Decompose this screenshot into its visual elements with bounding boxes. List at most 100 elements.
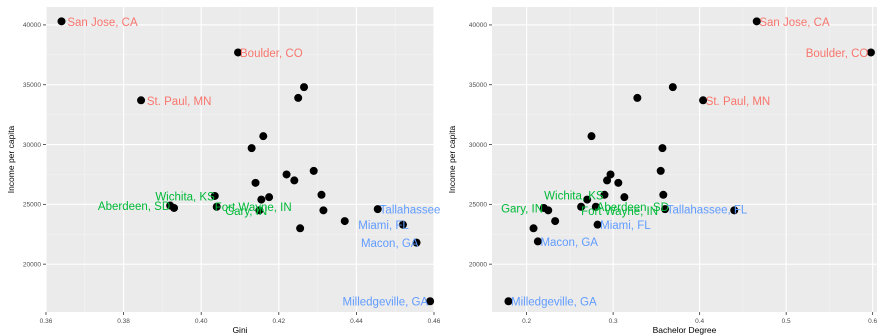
y-tick-label: 20000 xyxy=(23,261,41,268)
data-point xyxy=(210,191,219,200)
data-point xyxy=(544,206,553,215)
city-label: Boulder, CO xyxy=(240,48,303,60)
data-point xyxy=(614,178,623,187)
y-tick-label: 40000 xyxy=(469,22,487,29)
y-tick-label: 25000 xyxy=(23,202,41,209)
data-point xyxy=(551,217,560,226)
data-point xyxy=(309,166,318,175)
x-tick-label: 0.46 xyxy=(428,318,441,325)
data-point xyxy=(57,17,66,26)
city-label: Fort Wayne, IN xyxy=(215,202,292,214)
city-label: Macon, GA xyxy=(361,238,419,250)
data-point xyxy=(290,176,299,185)
data-point xyxy=(257,195,266,204)
x-tick-label: 0.3 xyxy=(609,318,618,325)
y-tick-label: 20000 xyxy=(469,261,487,268)
data-point xyxy=(234,48,243,57)
data-point xyxy=(656,166,665,175)
data-point xyxy=(426,297,435,306)
y-tick-label: 40000 xyxy=(23,22,41,29)
city-label: Tallahassee, xyxy=(380,205,441,217)
x-axis-title: Bachelor Degree xyxy=(653,325,717,335)
x-tick-label: 0.6 xyxy=(868,318,877,325)
y-tick-label: 25000 xyxy=(469,202,487,209)
data-point xyxy=(603,176,612,185)
y-tick-label: 30000 xyxy=(469,142,487,149)
data-point xyxy=(633,93,642,102)
y-tick-label: 35000 xyxy=(469,82,487,89)
data-point xyxy=(591,202,600,211)
city-label: Boulder, CO xyxy=(806,48,869,60)
city-label: Milledgeville, GA xyxy=(343,297,429,309)
city-label: Wichita, KS xyxy=(544,190,604,202)
x-tick-label: 0.4 xyxy=(695,318,704,325)
data-point xyxy=(340,217,349,226)
city-label: St. Paul, MN xyxy=(706,96,771,108)
data-point xyxy=(265,193,274,202)
data-point xyxy=(300,83,309,92)
city-label: Aberdeen, SD xyxy=(597,202,669,214)
data-point xyxy=(319,206,328,215)
city-label: San Jose, CA xyxy=(67,17,138,29)
city-label: San Jose, CA xyxy=(759,17,830,29)
x-tick-label: 0.2 xyxy=(522,318,531,325)
data-point xyxy=(373,205,382,214)
data-point xyxy=(529,224,538,233)
city-label: Wichita, KS xyxy=(155,191,215,203)
data-point xyxy=(658,144,667,153)
data-point xyxy=(251,178,260,187)
data-point xyxy=(212,202,221,211)
data-point xyxy=(668,83,677,92)
data-point xyxy=(600,190,609,199)
data-point xyxy=(296,224,305,233)
city-label: Gary, IN xyxy=(501,203,543,215)
data-point xyxy=(606,170,615,179)
data-point xyxy=(752,17,761,26)
x-tick-label: 0.36 xyxy=(40,318,53,325)
data-point xyxy=(317,190,326,199)
x-tick-label: 0.44 xyxy=(350,318,363,325)
x-axis-title: Gini xyxy=(232,325,247,335)
plot-panel xyxy=(492,7,877,312)
data-point xyxy=(294,93,303,102)
y-axis-title: Income per capita xyxy=(6,125,16,193)
data-point xyxy=(282,170,291,179)
city-label: Tallahassee, FL xyxy=(667,205,748,217)
data-point xyxy=(593,220,602,229)
data-point xyxy=(255,206,264,215)
x-tick-label: 0.42 xyxy=(272,318,285,325)
city-label: Aberdeen, SD xyxy=(98,201,170,213)
data-point xyxy=(533,237,542,246)
data-point xyxy=(659,190,668,199)
data-point xyxy=(866,48,875,57)
data-point xyxy=(620,193,629,202)
data-point xyxy=(504,297,513,306)
data-point xyxy=(412,238,421,247)
city-label: St. Paul, MN xyxy=(147,96,212,108)
city-label: Milledgeville, GA xyxy=(511,297,597,309)
data-point xyxy=(661,205,670,214)
y-tick-label: 30000 xyxy=(23,142,41,149)
data-point xyxy=(577,202,586,211)
data-point xyxy=(259,132,268,141)
city-label: Miami, FL xyxy=(600,220,651,232)
gini-income-scatter: 0.36 0.38 0.40 0.42 0.44 0.46 20000 25000 30000 3… xyxy=(6,7,441,335)
data-point xyxy=(170,203,179,212)
data-point xyxy=(398,220,407,229)
data-point xyxy=(699,96,708,105)
city-label: Fort Wayne, IN xyxy=(581,206,658,218)
data-point xyxy=(730,206,739,215)
y-axis-title: Income per capita xyxy=(447,125,457,193)
city-label: Miami, FL xyxy=(358,220,409,232)
data-point xyxy=(247,144,256,153)
data-point xyxy=(137,96,146,105)
x-tick-label: 0.38 xyxy=(117,318,130,325)
data-point xyxy=(587,132,596,141)
city-label: Macon, GA xyxy=(540,237,598,249)
bachelor-income-scatter: 0.2 0.3 0.4 0.5 0.6 20000 25000 30000 35000 40000… xyxy=(447,7,878,335)
city-label: Gary, IN xyxy=(225,206,267,218)
x-tick-label: 0.5 xyxy=(782,318,791,325)
y-tick-label: 35000 xyxy=(23,82,41,89)
x-tick-label: 0.40 xyxy=(195,318,208,325)
data-point xyxy=(583,195,592,204)
